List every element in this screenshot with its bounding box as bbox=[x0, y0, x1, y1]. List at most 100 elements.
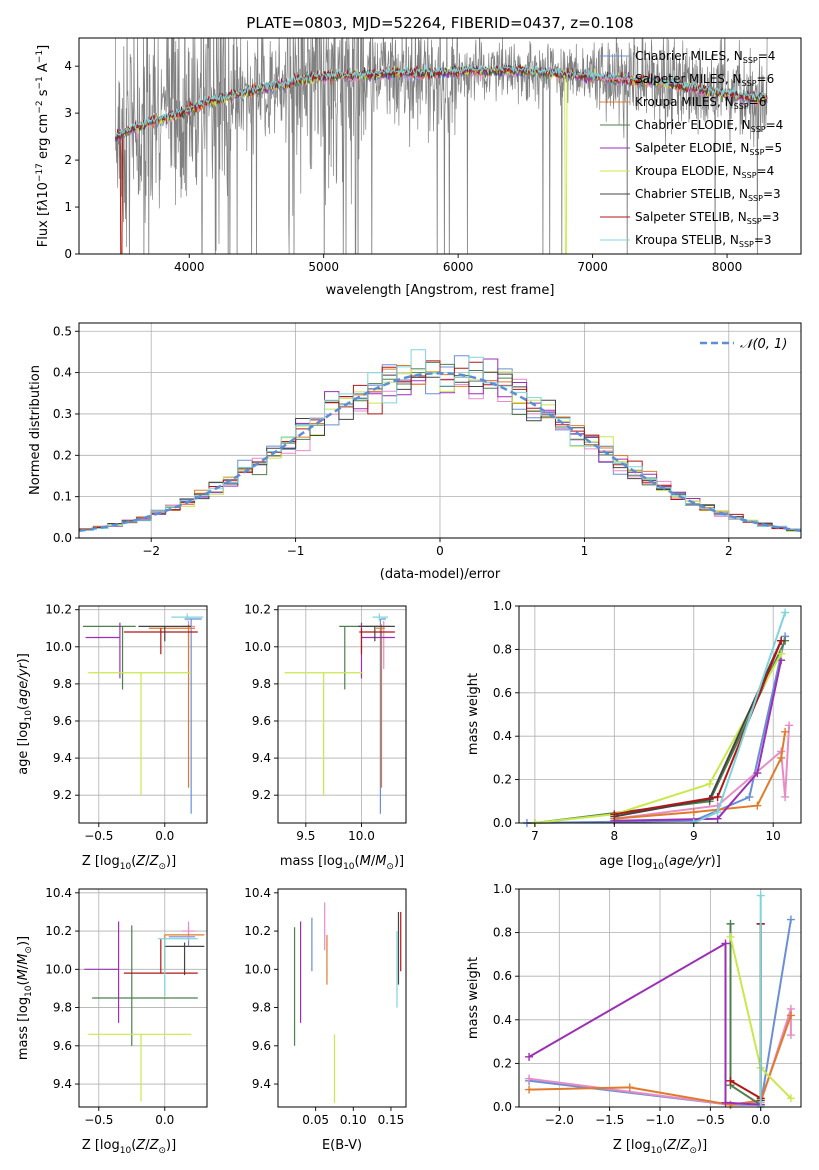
spectrum-xlabel: wavelength [Angstrom, rest frame] bbox=[326, 283, 555, 298]
weight-marker bbox=[726, 932, 735, 941]
x-tick-label: 4000 bbox=[174, 260, 205, 274]
x-tick-label: −0.5 bbox=[696, 1113, 725, 1127]
legend-value: =6 bbox=[757, 72, 775, 86]
y-tick-label: 9.6 bbox=[53, 1039, 72, 1053]
y-tick-label: 0.4 bbox=[493, 729, 512, 743]
y-tick-label: 0 bbox=[64, 247, 72, 261]
mass-vs-z-ylabel: mass [log10(M/M⊙)] bbox=[16, 936, 34, 1060]
weight-marker bbox=[525, 1074, 534, 1083]
age-vs-mass-axes: 9.5 10.0 9.2 9.4 9.6 9.8 10.0 10.2 bbox=[244, 603, 407, 843]
y-tick-label: 9.8 bbox=[252, 677, 271, 691]
x-tick-label: 0.0 bbox=[155, 829, 174, 843]
legend-subscript: SSP bbox=[742, 79, 757, 88]
x-tick-label: 7000 bbox=[577, 260, 608, 274]
axes-frame bbox=[78, 888, 208, 1108]
y-tick-label: 9.6 bbox=[53, 714, 72, 728]
legend-subscript: SSP bbox=[734, 102, 749, 111]
residuals-ylabel: Normed distribution bbox=[28, 365, 43, 495]
legend-label: Salpeter STELIB, NSSP=3 bbox=[635, 210, 779, 226]
x-tick-label: 0.0 bbox=[751, 1113, 770, 1127]
x-tick-label: 0.0 bbox=[155, 1113, 174, 1127]
legend-label: Kroupa MILES, NSSP=6 bbox=[635, 95, 766, 111]
legend-label: Chabrier STELIB, NSSP=3 bbox=[635, 187, 781, 203]
model-spectrum-line bbox=[114, 62, 768, 138]
x-tick-label: 0.10 bbox=[340, 1113, 367, 1127]
y-tick-label: 9.2 bbox=[252, 788, 271, 802]
y-tick-label: 0.3 bbox=[53, 407, 72, 421]
legend-label: Chabrier ELODIE, NSSP=4 bbox=[635, 118, 783, 134]
y-tick-label: 3 bbox=[64, 106, 72, 120]
x-tick-label: 10.0 bbox=[348, 829, 375, 843]
x-tick-label: 7 bbox=[531, 829, 539, 843]
y-tick-label: 0.0 bbox=[53, 531, 72, 545]
weight-marker bbox=[777, 649, 786, 658]
weight-marker bbox=[781, 727, 790, 736]
legend-value: =4 bbox=[758, 49, 776, 63]
weight-marker bbox=[726, 919, 735, 928]
normal-legend-label: 𝒩(0, 1) bbox=[740, 337, 787, 352]
weight-line bbox=[534, 640, 787, 824]
y-tick-label: 0.6 bbox=[493, 969, 512, 983]
weight-marker bbox=[777, 636, 786, 645]
weight-line bbox=[534, 653, 782, 824]
y-tick-label: 1 bbox=[64, 200, 72, 214]
weight-vs-z-xlabel: Z [log10(Z/Z⊙)] bbox=[613, 1138, 707, 1156]
spectrum-marks bbox=[114, 38, 768, 254]
weight-marker bbox=[753, 801, 762, 810]
legend-label: Salpeter MILES, NSSP=6 bbox=[635, 72, 774, 88]
spectrum-axes: 4000 5000 6000 7000 8000 0 1 2 3 4 bbox=[64, 37, 802, 274]
weight-marker bbox=[721, 939, 730, 948]
legend-value: =3 bbox=[754, 233, 772, 247]
y-tick-label: 10.4 bbox=[45, 886, 72, 900]
axes-frame bbox=[78, 605, 208, 824]
y-tick-label: 0.4 bbox=[493, 1013, 512, 1027]
age-vs-z-xlabel: Z [log10(Z/Z⊙)] bbox=[82, 854, 176, 872]
y-tick-label: 0.4 bbox=[53, 366, 72, 380]
legend-value: =6 bbox=[749, 95, 767, 109]
age-vs-mass-marks bbox=[278, 606, 406, 823]
age-vs-mass-xlabel: mass [log10(M/M⊙)] bbox=[280, 854, 404, 872]
weight-marker bbox=[525, 1085, 534, 1094]
spectrum-ylabel: Flux [fλ10−17 erg cm−2 s−1 A−1] bbox=[35, 45, 51, 247]
y-tick-label: 9.8 bbox=[53, 677, 72, 691]
weight-marker bbox=[785, 721, 794, 730]
y-tick-label: 10.2 bbox=[244, 924, 271, 938]
weight-vs-z-panel: −2.0 −1.5 −1.0 −0.5 0.0 0.0 0.2 0.4 0.6 0.8 1.0 Z … bbox=[466, 882, 802, 1156]
mass-vs-ebv-axes: 0.05 0.10 0.15 9.4 9.6 9.8 10.0 10.2 10.4 bbox=[244, 886, 407, 1127]
legend-value: =3 bbox=[762, 210, 780, 224]
weight-marker bbox=[689, 808, 698, 817]
weight-marker bbox=[786, 1094, 795, 1103]
x-tick-label: 10 bbox=[766, 829, 781, 843]
x-tick-label: 5000 bbox=[308, 260, 339, 274]
y-tick-label: 10.4 bbox=[244, 886, 271, 900]
weight-line bbox=[614, 640, 783, 818]
weight-line bbox=[729, 923, 762, 1106]
y-tick-label: 10.2 bbox=[244, 603, 271, 617]
weight-marker bbox=[625, 1083, 634, 1092]
x-tick-label: 8000 bbox=[712, 260, 743, 274]
legend-label: Kroupa STELIB, NSSP=3 bbox=[635, 233, 772, 249]
x-tick-label: 8 bbox=[611, 829, 619, 843]
y-tick-label: 0.1 bbox=[53, 490, 72, 504]
weight-marker bbox=[610, 810, 619, 819]
mass-vs-z-marks bbox=[79, 889, 207, 1107]
y-tick-label: 0.2 bbox=[53, 448, 72, 462]
weight-vs-age-marks bbox=[519, 605, 801, 827]
legend-subscript: SSP bbox=[751, 125, 766, 134]
legend-label: Chabrier MILES, NSSP=4 bbox=[635, 49, 775, 65]
weight-vs-age-axes: 7 8 9 10 0.0 0.2 0.4 0.6 0.8 1.0 bbox=[493, 599, 802, 843]
x-tick-label: −2.0 bbox=[545, 1113, 574, 1127]
legend-subscript: SSP bbox=[748, 194, 763, 203]
weight-vs-age-panel: 7 8 9 10 0.0 0.2 0.4 0.6 0.8 1.0 age [log10(age/y… bbox=[466, 599, 802, 872]
x-tick-label: −2 bbox=[142, 544, 160, 558]
x-tick-label: −0.5 bbox=[84, 1113, 113, 1127]
y-tick-label: 10.0 bbox=[244, 962, 271, 976]
x-tick-label: 0.05 bbox=[302, 1113, 329, 1127]
x-tick-label: −1.5 bbox=[595, 1113, 624, 1127]
weight-line bbox=[614, 660, 783, 822]
weight-vs-z-marks bbox=[519, 888, 801, 1111]
y-tick-label: 9.4 bbox=[252, 751, 271, 765]
weight-vs-age-xlabel: age [log10(age/yr)] bbox=[599, 854, 721, 872]
y-tick-label: 0.8 bbox=[493, 926, 512, 940]
axes-frame bbox=[78, 37, 802, 255]
